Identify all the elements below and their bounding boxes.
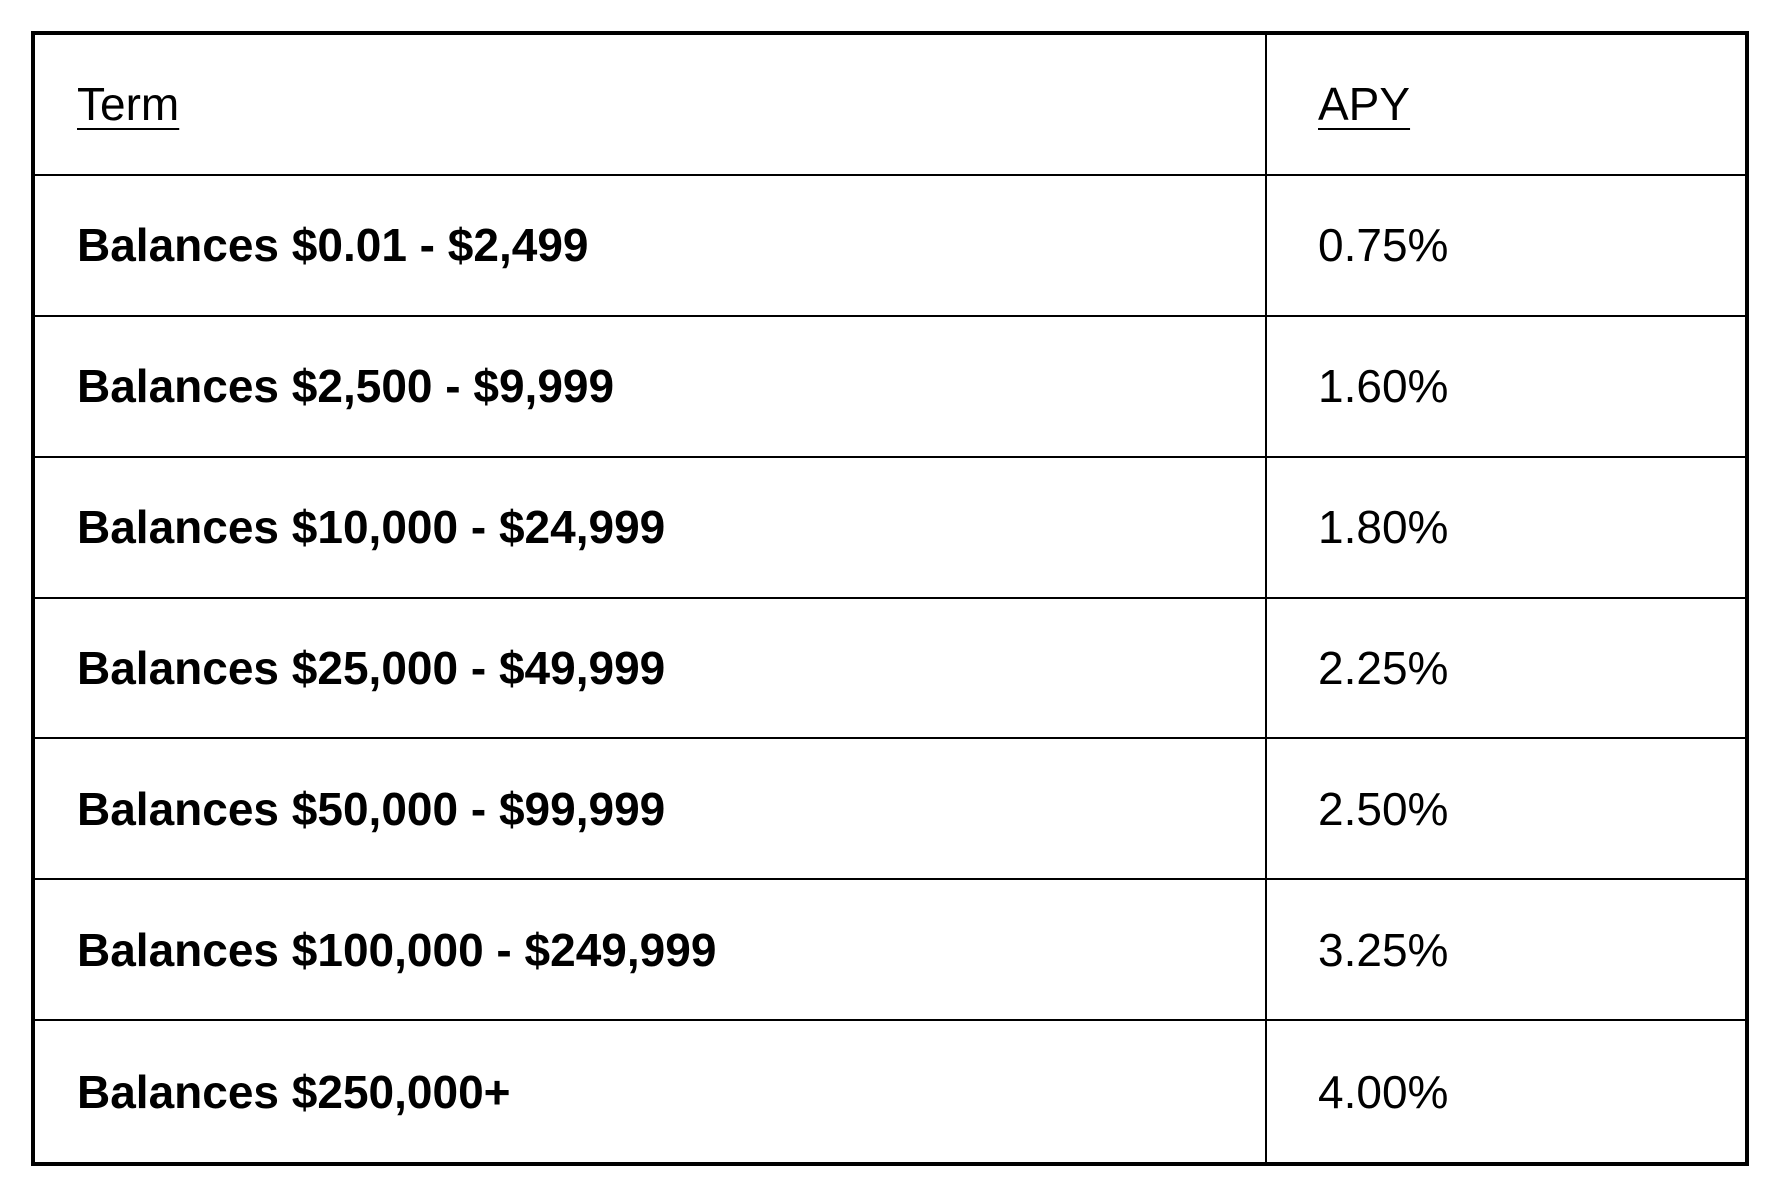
apy-value: 1.60% [1318,360,1449,413]
term-cell: Balances $10,000 - $24,999 [35,457,1267,599]
apy-value: 2.50% [1318,782,1449,835]
term-cell: Balances $100,000 - $249,999 [35,880,1267,1022]
apy-value: 4.00% [1318,1065,1449,1118]
header-cell-apy: APY [1267,35,1745,176]
apy-value: 0.75% [1318,219,1449,272]
apy-cell: 1.60% [1267,317,1745,458]
term-cell: Balances $2,500 - $9,999 [35,316,1267,458]
header-cell-term: Term [35,35,1267,176]
apy-cell: 0.75% [1267,176,1745,317]
apy-value: 3.25% [1318,923,1449,976]
term-label: Balances $50,000 - $99,999 [77,782,666,835]
term-label: Balances $10,000 - $24,999 [77,501,666,554]
term-cell: Balances $250,000+ [35,1021,1267,1162]
term-label: Balances $2,500 - $9,999 [77,360,615,413]
apy-rate-table: Term APY Balances $0.01 - $2,499 0.75% B… [31,31,1749,1166]
apy-cell: 4.00% [1267,1021,1745,1162]
term-label: Balances $25,000 - $49,999 [77,641,666,694]
term-cell: Balances $50,000 - $99,999 [35,739,1267,881]
apy-cell: 2.50% [1267,739,1745,881]
term-cell: Balances $0.01 - $2,499 [35,175,1267,317]
apy-value: 1.80% [1318,501,1449,554]
apy-cell: 1.80% [1267,458,1745,599]
apy-cell: 3.25% [1267,880,1745,1022]
term-label: Balances $100,000 - $249,999 [77,923,717,976]
term-label: Balances $250,000+ [77,1065,511,1118]
header-term-label: Term [77,78,180,131]
header-apy-label: APY [1318,78,1411,131]
term-label: Balances $0.01 - $2,499 [77,219,589,272]
apy-cell: 2.25% [1267,599,1745,740]
term-cell: Balances $25,000 - $49,999 [35,598,1267,740]
apy-value: 2.25% [1318,641,1449,694]
